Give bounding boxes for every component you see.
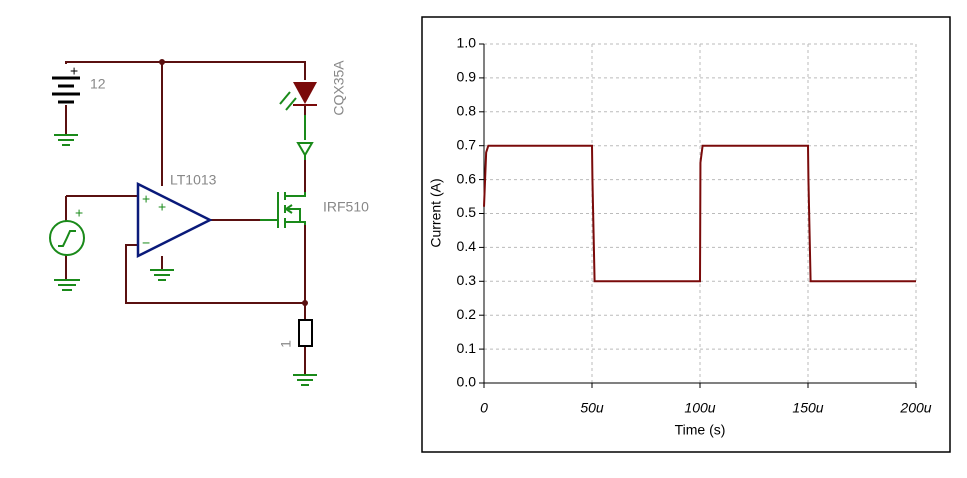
axes (483, 44, 916, 384)
y-tick-label: 0.8 (457, 103, 477, 119)
y-tick-label: 0.9 (457, 69, 477, 85)
svg-text:+: + (70, 63, 78, 79)
led-label: CQX35A (331, 60, 347, 116)
mosfet-label: IRF510 (323, 199, 369, 215)
x-tick-label: 100u (684, 400, 715, 416)
x-tick-label: 200u (899, 400, 931, 416)
x-tick-label: 150u (792, 400, 823, 416)
chart-frame (421, 16, 951, 453)
circuit: + 12 + + − LT1013 CQX35A IRF510 1 + (49, 59, 369, 386)
resistor-label: 1 (278, 340, 294, 348)
y-tick-label: 0.7 (457, 136, 477, 152)
y-tick-label: 0.1 (457, 340, 477, 356)
battery-label: 12 (90, 76, 106, 92)
y-tick-label: 0.6 (457, 170, 477, 186)
data-line (483, 144, 916, 283)
y-tick-label: 1.0 (457, 35, 477, 51)
y-tick-label: 0.3 (457, 272, 477, 288)
svg-text:+: + (142, 191, 150, 207)
y-axis-label: Current (A) (428, 178, 444, 247)
y-tick-label: 0.4 (457, 238, 477, 254)
svg-text:+: + (158, 199, 166, 215)
x-tick-label: 50u (580, 400, 604, 416)
plot: 0.0 0.1 0.2 0.3 0.4 0.5 0.6 0.7 0.8 0.9 1.0 0 50u 100… (457, 35, 932, 416)
svg-text:+: + (75, 205, 83, 221)
y-tick-label: 0.5 (457, 204, 477, 220)
opamp-label: LT1013 (170, 172, 217, 188)
x-tick-label: 0 (480, 400, 488, 416)
y-tick-label: 0.0 (457, 374, 477, 390)
y-tick-label: 0.2 (457, 306, 477, 322)
x-axis-label: Time (s) (675, 422, 726, 438)
svg-text:−: − (142, 235, 150, 251)
